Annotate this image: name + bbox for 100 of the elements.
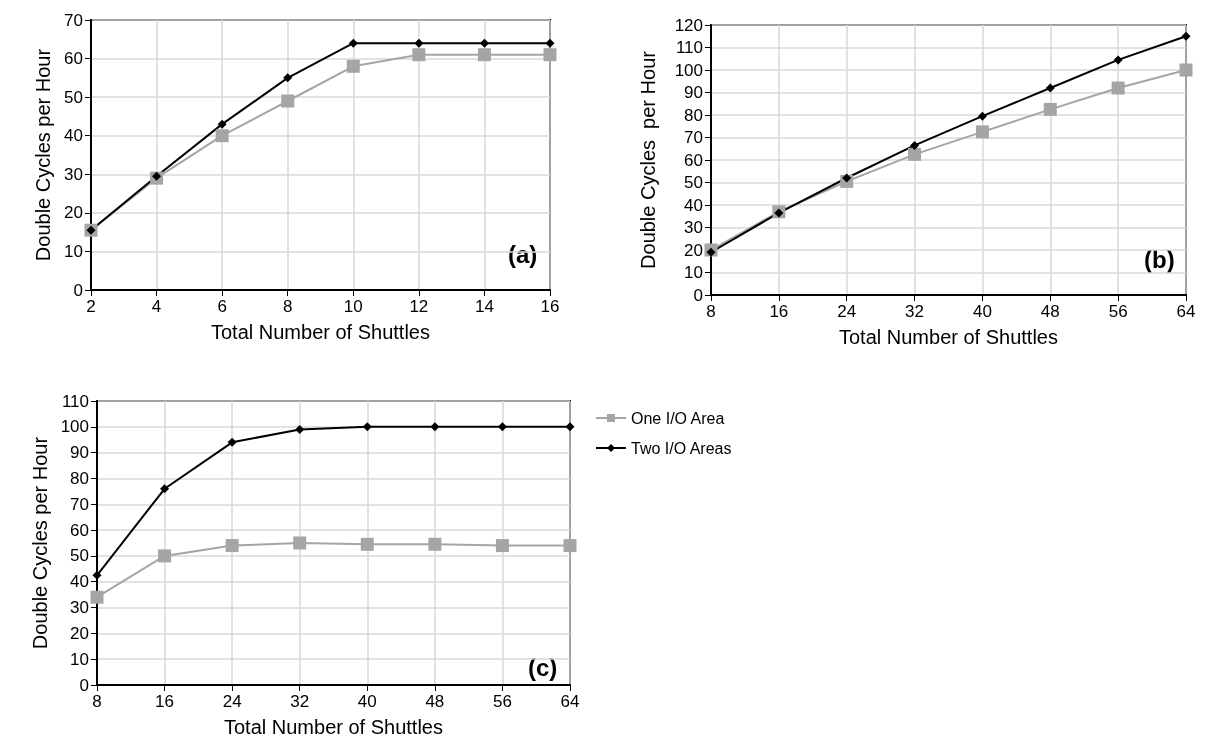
y-tick-label: 60 [64, 49, 83, 69]
y-tick-label: 40 [70, 572, 89, 592]
point [706, 247, 716, 257]
y-tick-label: 0 [693, 285, 703, 305]
y-axis-title: Double Cycles per Hour [28, 436, 51, 650]
point [908, 147, 922, 161]
y-tick-label: 90 [70, 443, 89, 463]
annotation: (b) [1144, 245, 1175, 273]
x-tick-label: 64 [560, 692, 580, 711]
point [362, 422, 372, 432]
x-tick-label: 56 [1108, 302, 1128, 321]
point [346, 59, 360, 73]
point [158, 549, 172, 563]
x-tick-label: 32 [290, 692, 310, 711]
y-tick-label: 100 [674, 60, 703, 80]
legend-label: Two I/O Areas [631, 439, 732, 457]
y-tick-label: 50 [70, 546, 89, 566]
x-tick-label: 40 [357, 692, 377, 711]
x-tick-label: 40 [972, 302, 992, 321]
y-tick-label: 10 [70, 649, 89, 669]
y-tick-label: 10 [64, 241, 83, 261]
point [497, 422, 507, 432]
point [1113, 55, 1123, 65]
point [414, 38, 424, 48]
point [479, 38, 489, 48]
x-tick-label: 48 [1040, 302, 1060, 321]
point [495, 539, 509, 553]
x-axis-title: Total Number of Shuttles [224, 716, 443, 738]
point [1111, 81, 1125, 95]
point [215, 129, 229, 143]
x-axis-title: Total Number of Shuttles [211, 321, 430, 343]
point [1179, 63, 1193, 77]
x-tick-label: 24 [222, 692, 242, 711]
point [412, 48, 426, 62]
point [92, 570, 102, 580]
y-tick-label: 30 [684, 218, 703, 237]
point [910, 140, 920, 150]
point [1045, 83, 1055, 93]
y-tick-label: 110 [61, 391, 89, 411]
y-tick-label: 80 [684, 105, 703, 125]
y-tick-label: 30 [64, 164, 83, 184]
x-tick-label: 48 [425, 692, 445, 711]
point [842, 173, 852, 183]
point [430, 422, 440, 432]
x-tick-label: 16 [540, 297, 560, 316]
point [977, 111, 987, 121]
x-tick-label: 64 [1176, 302, 1196, 321]
y-tick-label: 100 [60, 417, 89, 437]
x-tick-label: 8 [282, 297, 293, 316]
point [225, 539, 239, 553]
point [360, 537, 374, 551]
point [227, 437, 237, 447]
point [1181, 31, 1191, 41]
y-tick-label: 60 [684, 150, 703, 170]
point [1043, 102, 1057, 116]
y-tick-label: 50 [64, 87, 83, 107]
x-tick-label: 56 [492, 692, 512, 711]
y-tick-label: 60 [70, 520, 89, 540]
x-tick-label: 8 [92, 692, 102, 711]
point [281, 94, 295, 108]
point [543, 48, 557, 62]
x-tick-label: 2 [86, 297, 96, 316]
x-tick-label: 16 [769, 302, 789, 321]
x-tick-label: 32 [905, 302, 925, 321]
point [90, 590, 104, 604]
y-tick-label: 70 [64, 10, 83, 30]
x-tick-label: 14 [474, 297, 494, 316]
x-axis-title: Total Number of Shuttles [839, 326, 1058, 348]
x-tick-label: 10 [343, 297, 363, 316]
point [283, 73, 293, 83]
x-tick-label: 16 [155, 692, 175, 711]
point [295, 424, 305, 434]
y-tick-label: 20 [684, 240, 703, 260]
y-tick-label: 0 [79, 675, 89, 695]
point [293, 536, 307, 550]
y-tick-label: 50 [684, 173, 703, 192]
point [545, 38, 555, 48]
y-axis-title: Double Cycles per Hour [32, 48, 55, 262]
y-tick-label: 70 [684, 128, 703, 147]
y-tick-label: 110 [675, 38, 703, 57]
point [477, 48, 491, 62]
x-tick-label: 12 [409, 297, 429, 316]
y-tick-label: 70 [70, 494, 89, 514]
legend-label: One I/O Area [631, 409, 725, 427]
x-tick-label: 24 [837, 302, 857, 321]
y-tick-label: 0 [73, 280, 83, 300]
y-tick-label: 30 [70, 598, 89, 618]
x-tick-label: 4 [151, 297, 162, 316]
point [348, 38, 358, 48]
y-tick-label: 90 [684, 83, 703, 102]
y-tick-label: 80 [70, 468, 89, 488]
point [160, 484, 170, 494]
y-tick-label: 40 [64, 126, 83, 146]
point [563, 539, 577, 553]
y-tick-label: 40 [684, 195, 703, 215]
y-tick-label: 120 [674, 15, 703, 35]
y-tick-label: 10 [684, 263, 703, 282]
point [975, 125, 989, 139]
point [565, 422, 575, 432]
annotation: (a) [508, 240, 538, 268]
